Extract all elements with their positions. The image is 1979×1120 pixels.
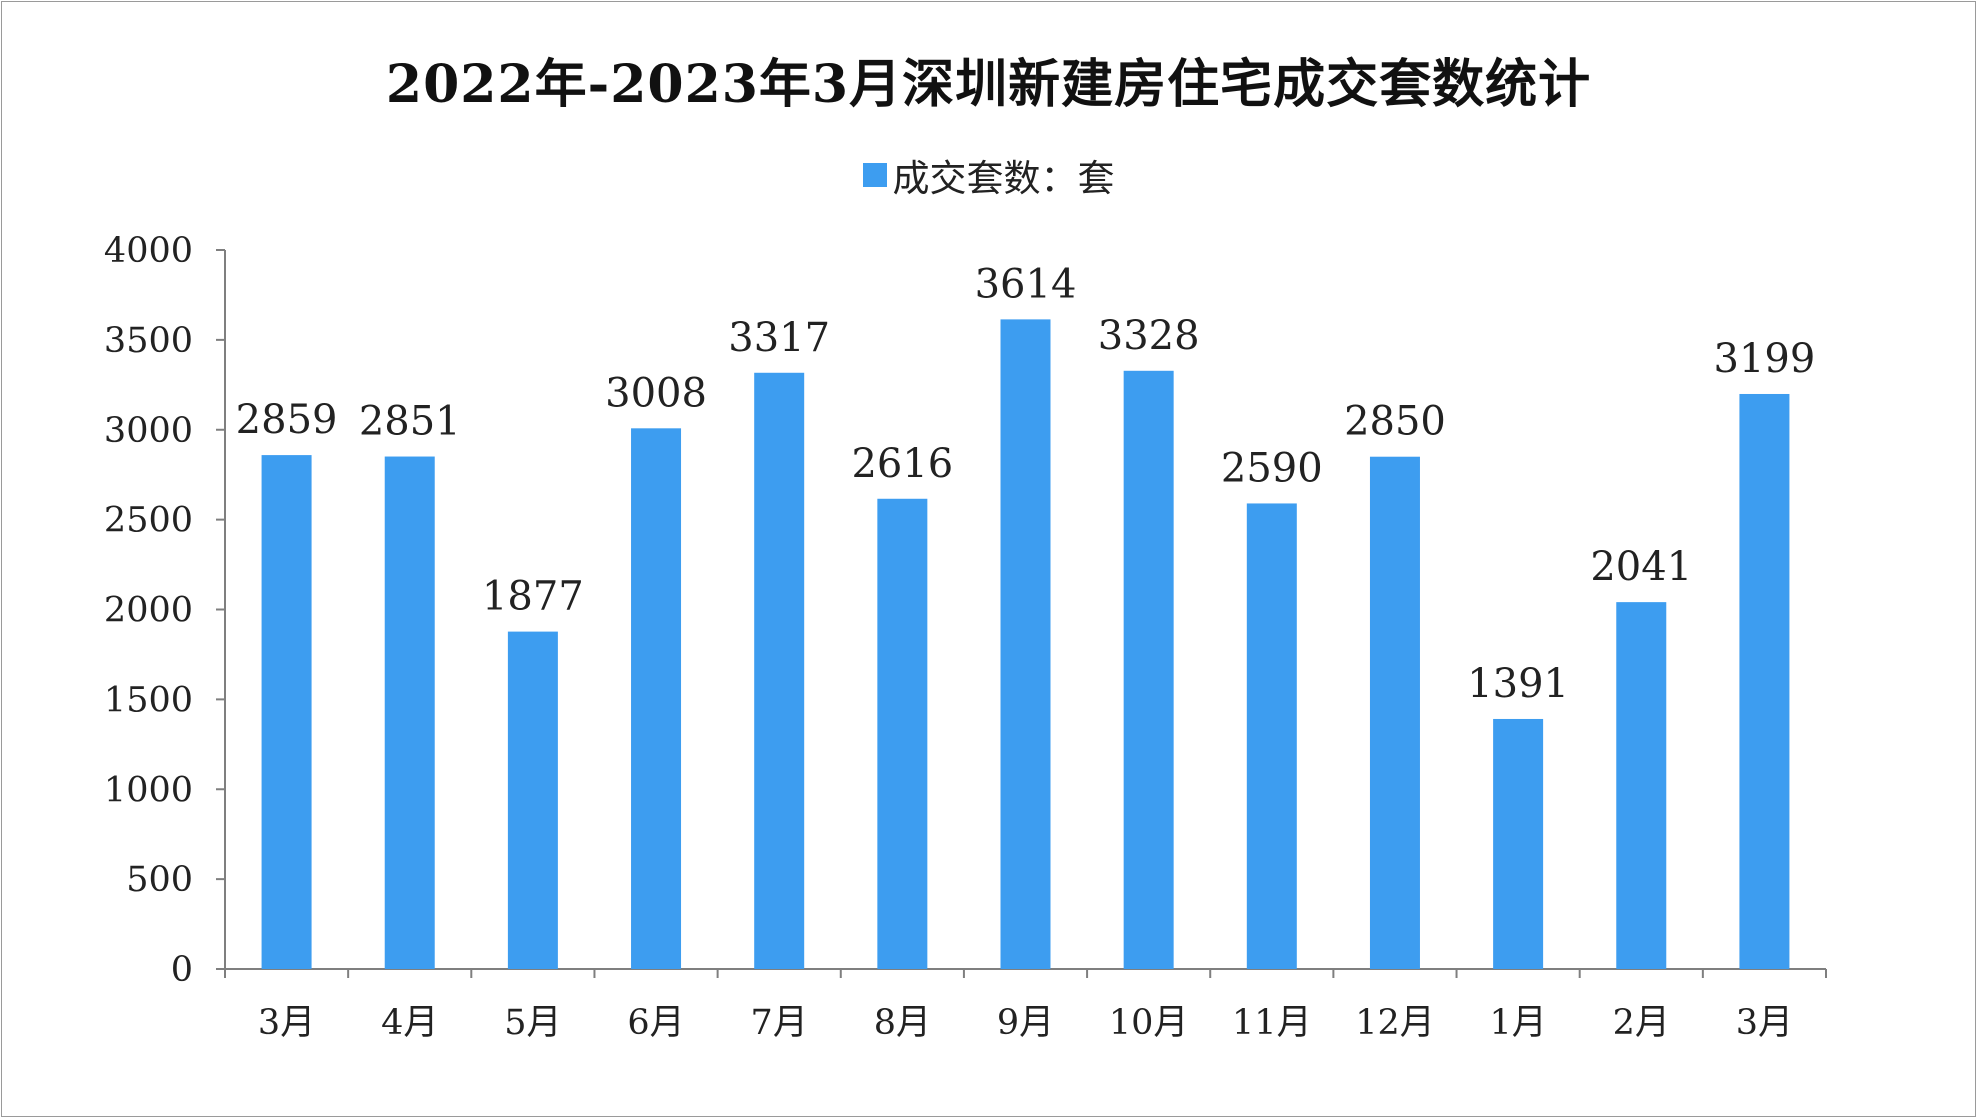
x-tick-label: 3月 xyxy=(1736,1003,1793,1043)
y-axis: 0 500 1000 1500 2000 2500 3000 3500 4000 xyxy=(104,231,226,990)
bar xyxy=(1493,718,1544,969)
x-tick-label: 7月 xyxy=(751,1003,808,1043)
data-label: 3614 xyxy=(975,261,1077,307)
x-tick-label: 4月 xyxy=(381,1003,438,1043)
bar xyxy=(631,428,682,969)
data-label: 2616 xyxy=(851,441,953,487)
y-tick-label: 2500 xyxy=(104,501,193,541)
data-labels: 2859 2851 1877 3008 3317 2616 3614 3328 2590 2850… xyxy=(236,261,1816,707)
data-label: 2041 xyxy=(1590,544,1692,590)
bars xyxy=(261,319,1790,970)
data-label: 2590 xyxy=(1221,445,1323,491)
y-tick-label: 3500 xyxy=(104,321,193,361)
data-label: 3328 xyxy=(1098,313,1200,359)
bar xyxy=(1246,503,1297,969)
data-label: 1877 xyxy=(482,574,584,620)
bar xyxy=(1616,602,1667,969)
legend-swatch xyxy=(862,163,887,187)
data-label: 3317 xyxy=(728,315,830,361)
y-tick-label: 3000 xyxy=(104,411,193,451)
bar xyxy=(1000,319,1051,969)
data-label: 2851 xyxy=(359,399,461,445)
bar xyxy=(507,631,558,969)
bar xyxy=(754,372,805,969)
legend-label: 成交套数：套 xyxy=(892,157,1115,200)
x-tick-label: 6月 xyxy=(627,1003,684,1043)
bar xyxy=(1369,456,1420,969)
y-tick-label: 1000 xyxy=(104,770,193,810)
x-axis: 3月 4月 5月 6月 7月 8月 9月 10月 11月 12月 1月 2月 3月 xyxy=(224,968,1827,1043)
x-tick-label: 1月 xyxy=(1489,1003,1546,1043)
y-tick-label: 2000 xyxy=(104,591,193,631)
y-tick-label: 4000 xyxy=(104,231,193,271)
data-label: 2859 xyxy=(236,397,338,443)
y-tick-label: 500 xyxy=(126,860,193,900)
x-tick-label: 12月 xyxy=(1355,1003,1435,1043)
bar xyxy=(1123,370,1174,969)
x-tick-label: 2月 xyxy=(1613,1003,1670,1043)
data-label: 1391 xyxy=(1467,661,1569,707)
x-tick-label: 3月 xyxy=(258,1003,315,1043)
data-label: 2850 xyxy=(1344,399,1446,445)
x-tick-label: 9月 xyxy=(997,1003,1054,1043)
x-tick-label: 10月 xyxy=(1109,1003,1189,1043)
data-label: 3199 xyxy=(1714,336,1816,382)
bar xyxy=(1739,393,1790,969)
bar xyxy=(261,455,312,970)
bar xyxy=(877,498,928,969)
x-tick-label: 5月 xyxy=(504,1003,561,1043)
data-label: 3008 xyxy=(605,370,707,416)
bar xyxy=(384,456,435,970)
chart-title: 2022年-2023年3月深圳新建房住宅成交套数统计 xyxy=(385,54,1592,115)
x-tick-label: 8月 xyxy=(874,1003,931,1043)
x-tick-label: 11月 xyxy=(1232,1003,1312,1043)
y-tick-label: 1500 xyxy=(104,680,193,720)
y-tick-label: 0 xyxy=(171,950,193,990)
legend: 成交套数：套 xyxy=(2,150,1975,200)
